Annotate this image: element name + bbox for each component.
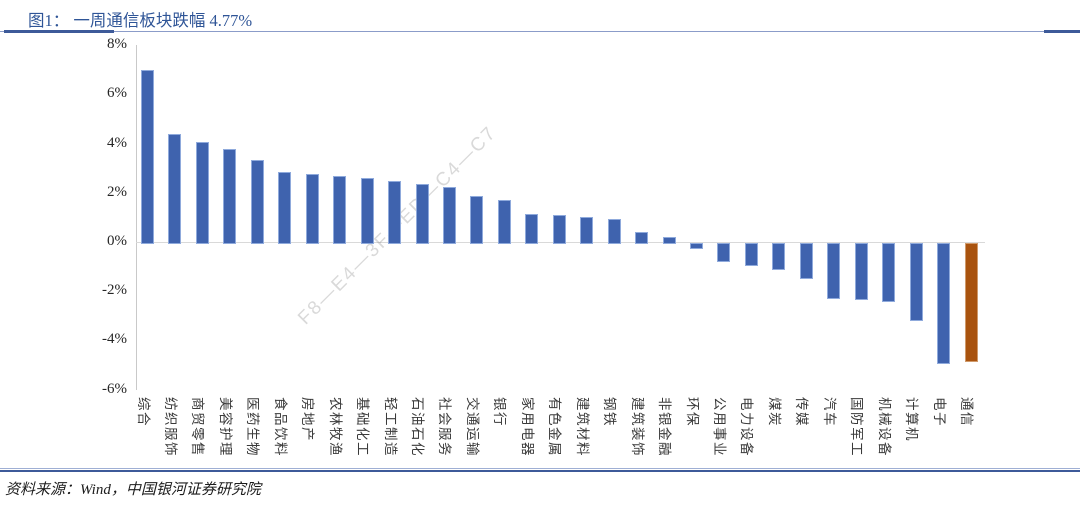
- x-axis-category-label: 传媒: [794, 397, 810, 427]
- figure-title: 图1： 一周通信板块跌幅 4.77%: [28, 11, 253, 30]
- chart-bar-13: [470, 196, 484, 244]
- x-axis-category-label: 家用电器: [519, 397, 535, 457]
- x-axis-category-label: 交通运输: [464, 397, 480, 457]
- chart-bar-25: [799, 243, 813, 280]
- chart-bar-5: [250, 159, 264, 244]
- x-axis-category-label: 国防军工: [849, 397, 865, 457]
- chart-bar-9: [360, 178, 374, 244]
- title-divider-right-accent: [1044, 29, 1080, 33]
- x-axis-category-label: 汽车: [821, 397, 837, 427]
- chart-bar-16: [552, 214, 566, 244]
- x-axis-category-label: 医药生物: [245, 397, 261, 457]
- chart-bar-22: [717, 243, 731, 263]
- x-axis-category-label: 有色金属: [547, 397, 563, 457]
- chart-bar-14: [497, 200, 511, 244]
- chart-bar-12: [442, 186, 456, 244]
- chart-bar-18: [607, 218, 621, 244]
- chart-bar-2: [168, 133, 182, 244]
- y-axis-tick-label: 2%: [107, 183, 127, 200]
- x-axis-category-label: 银行: [492, 397, 508, 427]
- y-axis-tick-label: 6%: [107, 85, 127, 102]
- x-axis-category-label: 美容护理: [217, 397, 233, 457]
- footer-divider-light: [0, 467, 1080, 469]
- chart-bar-4: [223, 148, 237, 244]
- x-axis-category-label: 电力设备: [739, 397, 755, 457]
- chart-bar-20: [662, 237, 676, 244]
- x-axis-category-label: 综合: [135, 397, 151, 427]
- x-axis-category-label: 煤炭: [766, 397, 782, 427]
- x-axis-category-label: 轻工制造: [382, 397, 398, 457]
- y-axis-tick-label: 8%: [107, 36, 127, 53]
- x-axis-category-label: 社会服务: [437, 397, 453, 457]
- x-axis-category-label: 机械设备: [876, 397, 892, 457]
- x-axis-category-label: 房地产: [300, 397, 316, 442]
- chart-bar-30: [937, 243, 951, 365]
- x-axis-category-label: 食品饮料: [272, 397, 288, 457]
- x-axis-category-label: 建筑材料: [574, 397, 590, 457]
- chart-bar-19: [635, 232, 649, 244]
- chart-bar-26: [827, 243, 841, 300]
- chart-bar-8: [333, 175, 347, 244]
- chart-bar-3: [195, 142, 209, 244]
- y-axis-tick-label: -6%: [102, 380, 127, 397]
- x-axis-category-label: 电子: [931, 397, 947, 427]
- footer-divider-dark: [0, 469, 1080, 472]
- source-note: 资料来源：Wind，中国银河证券研究院: [5, 482, 261, 498]
- x-axis-category-label: 基础化工: [355, 397, 371, 457]
- chart-bar-31: [964, 243, 978, 363]
- title-divider-left-accent: [4, 29, 114, 33]
- chart-bar-27: [854, 243, 868, 301]
- chart-bar-29: [909, 243, 923, 322]
- chart-bar-21: [690, 243, 703, 249]
- plot-area: F8—E4—3F—ED—C4—C7 8% 6% 4% 2% 0% -2% -4% -6% 综合纺…: [102, 36, 985, 457]
- x-axis-category-label: 钢铁: [602, 397, 618, 427]
- x-axis-category-label: 通信: [959, 397, 974, 427]
- chart-bar-11: [415, 184, 429, 244]
- x-axis-category-label: 农林牧渔: [327, 397, 343, 457]
- chart-bar-6: [278, 171, 292, 244]
- x-axis-category-label: 环保: [684, 397, 700, 427]
- chart-bar-1: [141, 69, 154, 244]
- y-axis-tick-label: -4%: [102, 331, 127, 348]
- x-axis-category-label: 建筑装饰: [629, 397, 645, 457]
- chart-bar-15: [525, 213, 539, 244]
- y-axis-tick-label: -2%: [102, 282, 127, 299]
- x-axis-category-label: 计算机: [904, 397, 920, 442]
- x-axis-category-label: 纺织服饰: [162, 397, 178, 457]
- chart-bar-24: [772, 243, 786, 270]
- y-axis-line: [136, 45, 137, 390]
- x-axis-category-label: 非银金融: [657, 397, 673, 457]
- title-divider-line: [0, 31, 1080, 32]
- chart-bar-7: [305, 174, 319, 244]
- chart-bar-10: [388, 180, 402, 244]
- chart-bar-23: [744, 243, 758, 266]
- x-axis-category-label: 石油石化: [410, 397, 425, 457]
- x-axis-category-label: 商贸零售: [190, 397, 206, 457]
- x-axis-category-label: 公用事业: [711, 397, 727, 457]
- y-axis-tick-label: 0%: [107, 233, 127, 249]
- chart-bar-17: [580, 217, 594, 244]
- chart-bar-28: [882, 243, 896, 302]
- y-axis-tick-label: 4%: [107, 134, 127, 151]
